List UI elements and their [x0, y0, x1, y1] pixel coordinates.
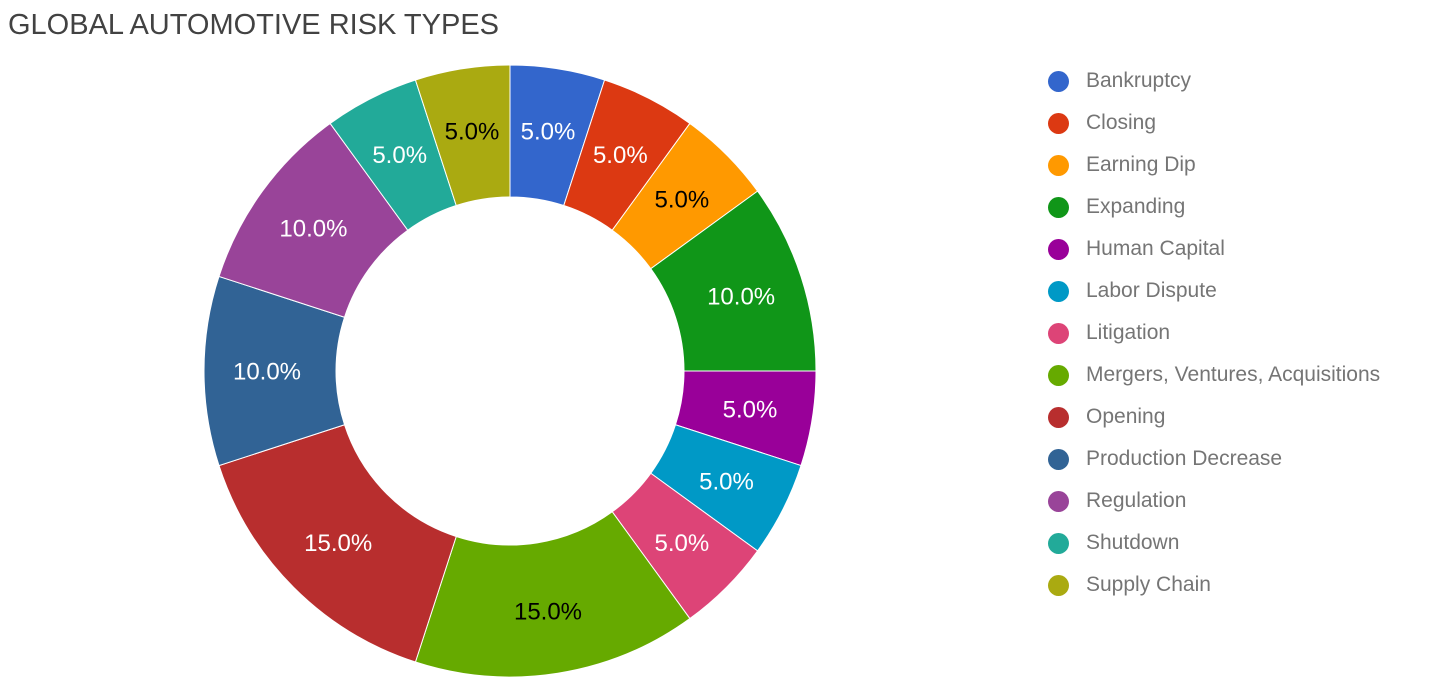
legend: Bankruptcy Closing Earning Dip Expanding Hum…	[1048, 60, 1380, 606]
legend-item-label: Litigation	[1086, 321, 1171, 344]
legend-item-label: Labor Dispute	[1086, 279, 1217, 302]
legend-color-dot-icon	[1048, 280, 1069, 302]
legend-item-label: Regulation	[1086, 489, 1187, 512]
legend-item-label: Supply Chain	[1086, 573, 1211, 596]
legend-color-dot-icon	[1048, 154, 1069, 176]
legend-item-label: Closing	[1086, 111, 1157, 134]
legend-color-dot-icon	[1048, 448, 1069, 470]
legend-color-dot-icon	[1048, 70, 1069, 92]
legend-item-bankruptcy[interactable]: Bankruptcy	[1048, 60, 1380, 102]
legend-item-closing[interactable]: Closing	[1048, 102, 1380, 144]
legend-item-litigation[interactable]: Litigation	[1048, 312, 1380, 354]
legend-item-label: Mergers, Ventures, Acquisitions	[1086, 363, 1381, 386]
legend-color-dot-icon	[1048, 406, 1069, 428]
pie-slice-opening[interactable]	[218, 424, 457, 663]
legend-item-label: Expanding	[1086, 195, 1186, 218]
chart-title: GLOBAL AUTOMOTIVE RISK TYPES	[8, 9, 500, 41]
legend-item-expanding[interactable]: Expanding	[1048, 186, 1380, 228]
legend-item-production-decrease[interactable]: Production Decrease	[1048, 438, 1380, 480]
legend-color-dot-icon	[1048, 322, 1069, 344]
legend-item-shutdown[interactable]: Shutdown	[1048, 522, 1380, 564]
legend-color-dot-icon	[1048, 196, 1069, 218]
legend-color-dot-icon	[1048, 238, 1069, 260]
legend-color-dot-icon	[1048, 532, 1069, 554]
legend-color-dot-icon	[1048, 490, 1069, 512]
pie-slice-supply-chain[interactable]	[414, 64, 511, 207]
legend-color-dot-icon	[1048, 112, 1069, 134]
legend-item-label: Bankruptcy	[1086, 69, 1192, 92]
legend-item-label: Shutdown	[1086, 531, 1180, 554]
legend-item-label: Production Decrease	[1086, 447, 1283, 470]
legend-item-labor-dispute[interactable]: Labor Dispute	[1048, 270, 1380, 312]
pie-slice-mergers-ventures-acquisitions[interactable]	[414, 511, 691, 678]
legend-item-label: Opening	[1086, 405, 1166, 428]
legend-color-dot-icon	[1048, 364, 1069, 386]
legend-item-mergers-ventures-acquisitions[interactable]: Mergers, Ventures, Acquisitions	[1048, 354, 1380, 396]
legend-item-opening[interactable]: Opening	[1048, 396, 1380, 438]
legend-item-supply-chain[interactable]: Supply Chain	[1048, 564, 1380, 606]
legend-item-label: Human Capital	[1086, 237, 1225, 260]
legend-item-earning-dip[interactable]: Earning Dip	[1048, 144, 1380, 186]
legend-item-label: Earning Dip	[1086, 153, 1196, 176]
legend-item-human-capital[interactable]: Human Capital	[1048, 228, 1380, 270]
legend-color-dot-icon	[1048, 574, 1069, 596]
legend-item-regulation[interactable]: Regulation	[1048, 480, 1380, 522]
